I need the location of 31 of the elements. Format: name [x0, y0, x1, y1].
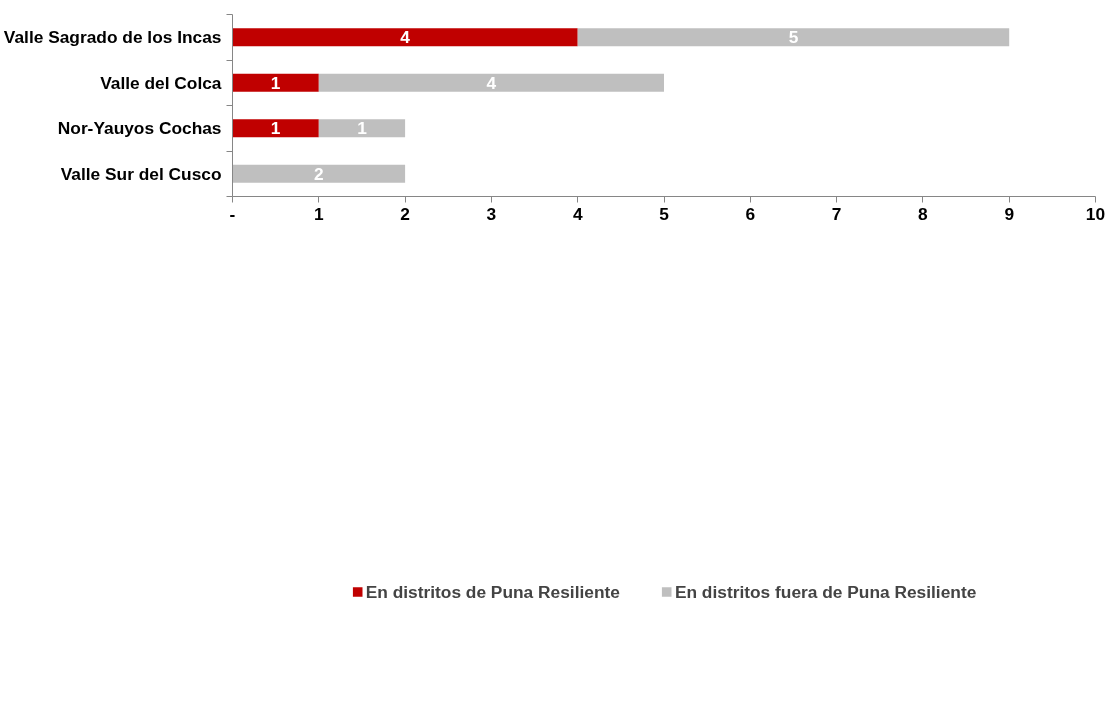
- x-tick-label: 4: [572, 203, 583, 224]
- data-label: 5: [788, 27, 799, 48]
- bar: [232, 119, 319, 138]
- x-tick-label: 3: [486, 203, 497, 224]
- y-tick-label: Valle del Colca: [100, 72, 222, 93]
- bar: [232, 164, 406, 183]
- y-tick-label: Nor-Yauyos Cochas: [57, 118, 222, 139]
- data-label: 2: [313, 163, 324, 184]
- x-tick-label: 5: [659, 203, 670, 224]
- bar: [318, 119, 406, 138]
- data-label: 1: [270, 72, 281, 93]
- bar: [232, 73, 319, 92]
- legend-label: En distritos fuera de Puna Resiliente: [674, 581, 977, 603]
- x-tick-label: 9: [1004, 203, 1015, 224]
- x-tick-label: 10: [1085, 203, 1106, 224]
- legend-label: En distritos de Puna Resiliente: [365, 581, 620, 603]
- x-tick-label: 2: [400, 203, 410, 224]
- x-tick-label: 7: [831, 203, 842, 224]
- data-label: 4: [486, 72, 497, 93]
- bar: [577, 28, 1010, 47]
- x-tick-label: 1: [313, 203, 324, 224]
- bar: [318, 73, 664, 92]
- y-tick-label: Valle Sur del Cusco: [60, 163, 222, 184]
- data-label: 1: [357, 118, 368, 139]
- y-tick-label: Valle Sagrado de los Incas: [3, 27, 222, 48]
- x-tick-label: 6: [745, 203, 756, 224]
- x-tick-label: 8: [918, 203, 929, 224]
- x-tick-label: -: [229, 203, 236, 224]
- data-label: 1: [270, 118, 281, 139]
- data-label: 4: [400, 27, 411, 48]
- bar: [232, 28, 578, 47]
